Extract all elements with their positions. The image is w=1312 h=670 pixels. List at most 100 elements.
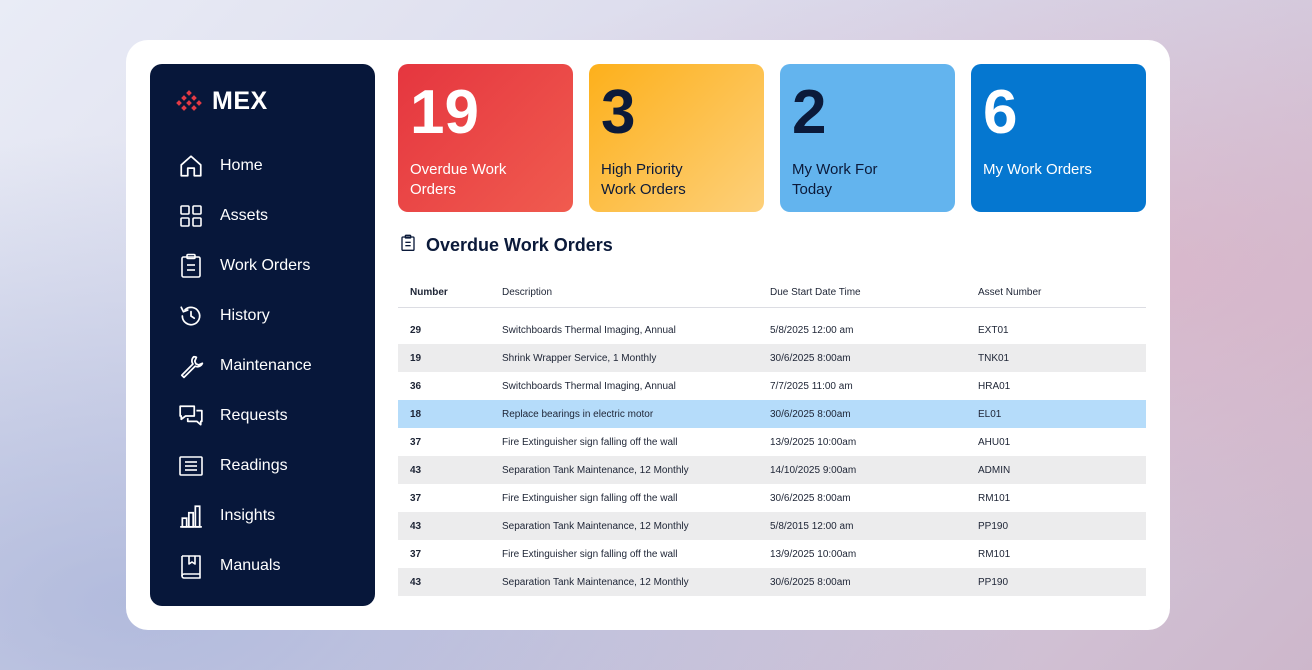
cell-asset-number: EL01 xyxy=(978,408,1002,420)
wrench-icon xyxy=(176,351,206,381)
cell-number: 37 xyxy=(410,492,422,504)
cell-due-start: 30/6/2025 8:00am xyxy=(770,576,851,588)
table-row[interactable]: 36 Switchboards Thermal Imaging, Annual 7/… xyxy=(398,372,1146,400)
cell-asset-number: PP190 xyxy=(978,520,1009,532)
cell-description: Switchboards Thermal Imaging, Annual xyxy=(502,324,676,336)
cell-description: Separation Tank Maintenance, 12 Monthly xyxy=(502,464,689,476)
section-header: Overdue Work Orders xyxy=(400,234,613,257)
cell-asset-number: RM101 xyxy=(978,548,1011,560)
column-header-description[interactable]: Description xyxy=(502,287,553,298)
cell-asset-number: HRA01 xyxy=(978,380,1011,392)
table-header: Number Description Due Start Date Time A… xyxy=(398,278,1146,308)
stat-cards: 19 Overdue Work Orders 3 High Priority W… xyxy=(398,64,1146,212)
cell-number: 29 xyxy=(410,324,422,336)
cell-number: 43 xyxy=(410,576,422,588)
table-row[interactable]: 43 Separation Tank Maintenance, 12 Monthl… xyxy=(398,512,1146,540)
stat-value: 3 xyxy=(601,78,636,147)
grid-icon xyxy=(176,201,206,231)
cell-description: Separation Tank Maintenance, 12 Monthly xyxy=(502,576,689,588)
cell-description: Fire Extinguisher sign falling off the w… xyxy=(502,492,678,504)
cell-due-start: 7/7/2025 11:00 am xyxy=(770,380,853,392)
sidebar-item-assets[interactable]: Assets xyxy=(176,191,366,241)
clipboard-icon xyxy=(176,251,206,281)
sidebar-item-label: Manuals xyxy=(220,557,281,574)
stat-value: 19 xyxy=(410,78,479,147)
table-row[interactable]: 43 Separation Tank Maintenance, 12 Monthl… xyxy=(398,568,1146,596)
cell-number: 37 xyxy=(410,548,422,560)
stat-card-my-work-today[interactable]: 2 My Work For Today xyxy=(780,64,955,212)
cell-due-start: 30/6/2025 8:00am xyxy=(770,352,851,364)
sidebar-item-work-orders[interactable]: Work Orders xyxy=(176,241,366,291)
column-header-due-start[interactable]: Due Start Date Time xyxy=(770,287,861,298)
cell-due-start: 5/8/2015 12:00 am xyxy=(770,520,854,532)
cell-number: 36 xyxy=(410,380,422,392)
sidebar-item-maintenance[interactable]: Maintenance xyxy=(176,341,366,391)
clipboard-icon xyxy=(400,234,416,257)
stat-card-high-priority[interactable]: 3 High Priority Work Orders xyxy=(589,64,764,212)
column-header-asset-number[interactable]: Asset Number xyxy=(978,287,1042,298)
sidebar-item-label: Work Orders xyxy=(220,257,311,274)
chat-icon xyxy=(176,401,206,431)
mex-logo-icon xyxy=(176,89,202,111)
cell-asset-number: PP190 xyxy=(978,576,1009,588)
cell-due-start: 14/10/2025 9:00am xyxy=(770,464,857,476)
stat-label: My Work For Today xyxy=(792,161,878,198)
table-body: 29 Switchboards Thermal Imaging, Annual 5/… xyxy=(398,316,1146,596)
stat-card-my-work-orders[interactable]: 6 My Work Orders xyxy=(971,64,1146,212)
cell-number: 19 xyxy=(410,352,422,364)
table-row[interactable]: 19 Shrink Wrapper Service, 1 Monthly 30/6/… xyxy=(398,344,1146,372)
list-icon xyxy=(176,451,206,481)
sidebar-item-history[interactable]: History xyxy=(176,291,366,341)
section-title: Overdue Work Orders xyxy=(426,235,613,255)
cell-number: 43 xyxy=(410,520,422,532)
sidebar-item-home[interactable]: Home xyxy=(176,141,366,191)
sidebar-item-requests[interactable]: Requests xyxy=(176,391,366,441)
bar-chart-icon xyxy=(176,501,206,531)
cell-due-start: 13/9/2025 10:00am xyxy=(770,436,857,448)
home-icon xyxy=(176,151,206,181)
table-row[interactable]: 37 Fire Extinguisher sign falling off the… xyxy=(398,484,1146,512)
cell-asset-number: EXT01 xyxy=(978,324,1009,336)
cell-asset-number: RM101 xyxy=(978,492,1011,504)
history-icon xyxy=(176,301,206,331)
brand-logo[interactable]: MEX xyxy=(174,87,268,116)
cell-description: Fire Extinguisher sign falling off the w… xyxy=(502,548,678,560)
cell-description: Replace bearings in electric motor xyxy=(502,408,654,420)
cell-due-start: 13/9/2025 10:00am xyxy=(770,548,857,560)
brand-name: MEX xyxy=(212,87,268,115)
cell-description: Shrink Wrapper Service, 1 Monthly xyxy=(502,352,657,364)
cell-description: Fire Extinguisher sign falling off the w… xyxy=(502,436,678,448)
cell-due-start: 30/6/2025 8:00am xyxy=(770,408,851,420)
column-header-number[interactable]: Number xyxy=(410,287,448,298)
sidebar-item-label: History xyxy=(220,307,270,324)
table-row[interactable]: 37 Fire Extinguisher sign falling off the… xyxy=(398,540,1146,568)
cell-asset-number: TNK01 xyxy=(978,352,1010,364)
stat-value: 6 xyxy=(983,78,1018,147)
sidebar-item-readings[interactable]: Readings xyxy=(176,441,366,491)
table-row[interactable]: 18 Replace bearings in electric motor 30/6… xyxy=(398,400,1146,428)
sidebar-item-label: Maintenance xyxy=(220,357,312,374)
sidebar-item-manuals[interactable]: Manuals xyxy=(176,541,366,591)
stat-label: High Priority Work Orders xyxy=(601,161,686,198)
table-row[interactable]: 37 Fire Extinguisher sign falling off the… xyxy=(398,428,1146,456)
sidebar-item-label: Readings xyxy=(220,457,288,474)
cell-description: Separation Tank Maintenance, 12 Monthly xyxy=(502,520,689,532)
sidebar-item-label: Assets xyxy=(220,207,269,224)
book-icon xyxy=(176,551,206,581)
sidebar-nav: Home Assets Work Orders History xyxy=(176,141,366,591)
cell-asset-number: ADMIN xyxy=(978,464,1011,476)
cell-number: 43 xyxy=(410,464,422,476)
cell-due-start: 30/6/2025 8:00am xyxy=(770,492,851,504)
cell-number: 37 xyxy=(410,436,422,448)
cell-description: Switchboards Thermal Imaging, Annual xyxy=(502,380,676,392)
cell-asset-number: AHU01 xyxy=(978,436,1011,448)
sidebar-item-label: Requests xyxy=(220,407,288,424)
stat-card-overdue[interactable]: 19 Overdue Work Orders xyxy=(398,64,573,212)
sidebar-item-insights[interactable]: Insights xyxy=(176,491,366,541)
stat-value: 2 xyxy=(792,78,827,147)
stat-label: My Work Orders xyxy=(983,161,1092,178)
table-row[interactable]: 43 Separation Tank Maintenance, 12 Monthl… xyxy=(398,456,1146,484)
overdue-table: Number Description Due Start Date Time A… xyxy=(398,278,1146,596)
table-row[interactable]: 29 Switchboards Thermal Imaging, Annual 5/… xyxy=(398,316,1146,344)
sidebar-item-label: Insights xyxy=(220,507,276,524)
